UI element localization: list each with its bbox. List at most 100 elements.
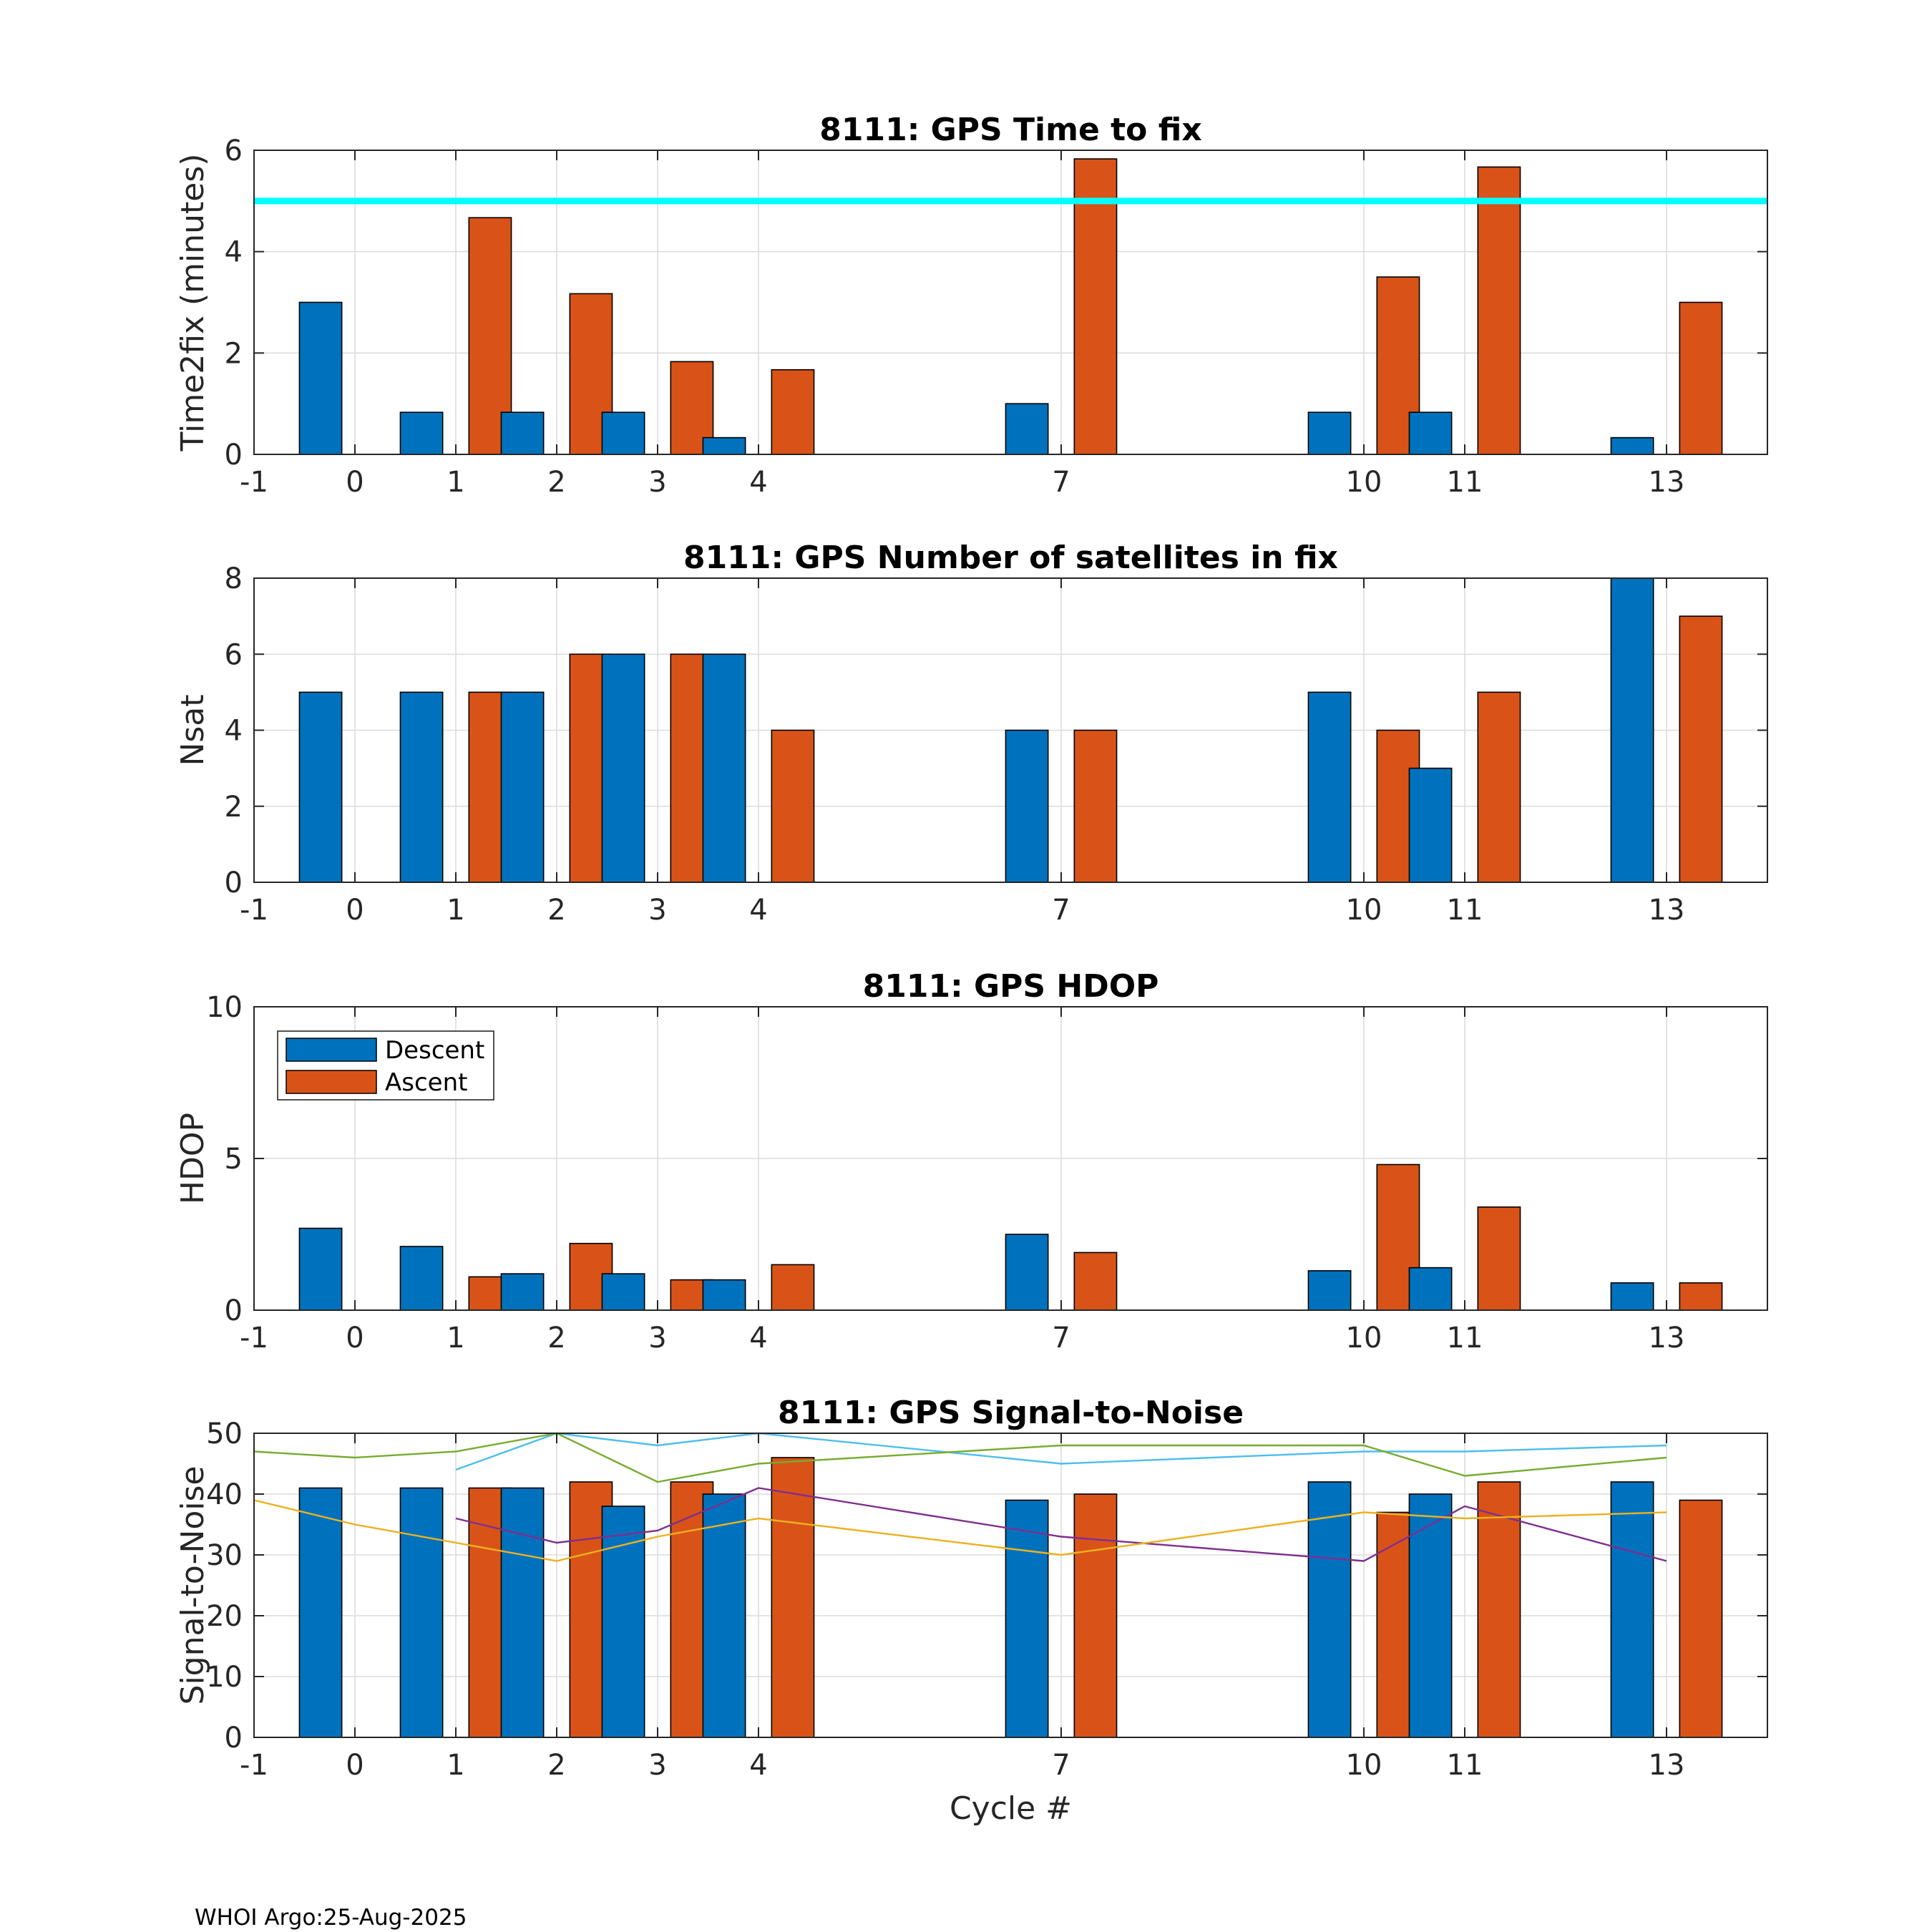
chart-title: 8111: GPS HDOP [863,968,1159,1005]
bar-descent [1408,1267,1453,1311]
x-tick-label: 13 [1649,1322,1685,1355]
x-tick-label: 10 [1346,466,1382,499]
y-axis-label: HDOP [175,1113,211,1204]
bar-descent [1307,691,1352,883]
bar-ascent [771,1264,815,1311]
x-tick-label: 0 [346,1322,364,1355]
legend-label-ascent: Ascent [385,1068,467,1097]
bar-descent [1408,767,1453,883]
bar-descent [399,1246,444,1311]
bar-descent [1005,729,1049,883]
y-axis-label: Nsat [175,694,211,766]
y-tick-label: 0 [225,867,243,899]
bar-descent [399,691,444,883]
legend-swatch-descent [286,1038,377,1062]
x-tick-label: 4 [749,1322,767,1355]
bar-descent [1005,403,1049,455]
bar-descent [500,411,545,455]
y-tick-label: 8 [225,562,243,595]
x-tick-label: 4 [749,1749,767,1782]
x-tick-label: 13 [1649,466,1685,499]
x-tick-label: 11 [1447,1322,1483,1355]
bar-ascent [771,1457,815,1738]
bar-descent [601,653,645,883]
x-tick-label: 7 [1052,894,1070,927]
x-tick-label: 2 [547,894,565,927]
bar-descent [601,411,645,455]
y-tick-label: 40 [206,1478,243,1511]
y-axis-label: Signal-to-Noise [175,1466,211,1705]
bar-descent [1610,1481,1654,1738]
x-tick-label: 3 [648,1749,666,1782]
bar-descent [1307,411,1352,455]
bar-descent [298,1227,343,1311]
bar-ascent [1679,1499,1723,1738]
y-axis-label: Time2fix (minutes) [175,154,211,452]
bar-ascent [771,729,815,883]
snr-line [455,1432,1667,1471]
bar-descent [702,653,746,883]
x-tick-label: 3 [648,894,666,927]
bar-descent [1307,1481,1352,1738]
y-tick-label: 4 [225,715,243,748]
bar-ascent [1477,691,1521,883]
legend-label-descent: Descent [385,1036,484,1065]
bar-descent [399,411,444,455]
y-tick-label: 6 [225,135,243,167]
x-tick-label: 1 [447,1322,464,1355]
y-tick-label: 5 [225,1143,243,1176]
bar-ascent [1073,1493,1118,1738]
bar-ascent [1073,158,1118,455]
x-tick-label: -1 [240,894,268,927]
bar-descent [1408,1493,1453,1738]
y-tick-label: 0 [225,1722,243,1755]
bar-ascent [1477,166,1521,455]
bar-ascent [1073,1252,1118,1311]
bar-descent [1408,411,1453,455]
bar-descent [298,1487,343,1738]
bar-ascent [1679,615,1723,883]
axes-frame [253,1433,1768,1738]
x-tick-label: 2 [547,466,565,499]
bar-descent [601,1273,645,1311]
bar-descent [702,436,746,455]
x-tick-label: -1 [240,1749,268,1782]
bar-ascent [1073,729,1118,883]
y-tick-label: 0 [225,1294,243,1327]
y-tick-label: 2 [225,337,243,370]
y-tick-label: 10 [206,991,243,1024]
x-tick-label: 10 [1346,894,1382,927]
x-tick-label: 1 [447,1749,464,1782]
bar-descent [1005,1499,1049,1738]
bar-ascent [1679,301,1723,455]
x-tick-label: 1 [447,466,464,499]
x-tick-label: 7 [1052,1322,1070,1355]
chart-title: 8111: GPS Signal-to-Noise [778,1395,1244,1431]
bar-descent [1307,1270,1352,1311]
bar-ascent [1477,1481,1521,1738]
x-tick-label: 10 [1346,1322,1382,1355]
footer-text: WHOI Argo:25-Aug-2025 [195,1905,467,1931]
y-tick-label: 4 [225,236,243,269]
y-tick-label: 50 [206,1418,243,1450]
x-axis-label: Cycle # [950,1790,1072,1827]
chart-title: 8111: GPS Time to fix [819,112,1201,148]
x-tick-label: -1 [240,466,268,499]
snr-line [253,1432,1667,1483]
y-tick-label: 2 [225,791,243,824]
x-tick-label: 11 [1447,466,1483,499]
x-tick-label: 4 [749,894,767,927]
bar-ascent [1679,1282,1723,1311]
x-tick-label: 4 [749,466,767,499]
x-tick-label: 2 [547,1749,565,1782]
axes-frame [253,150,1768,455]
bar-descent [500,691,545,883]
bar-descent [1005,1234,1049,1311]
bar-descent [500,1273,545,1311]
chart-title: 8111: GPS Number of satellites in fix [683,540,1338,576]
